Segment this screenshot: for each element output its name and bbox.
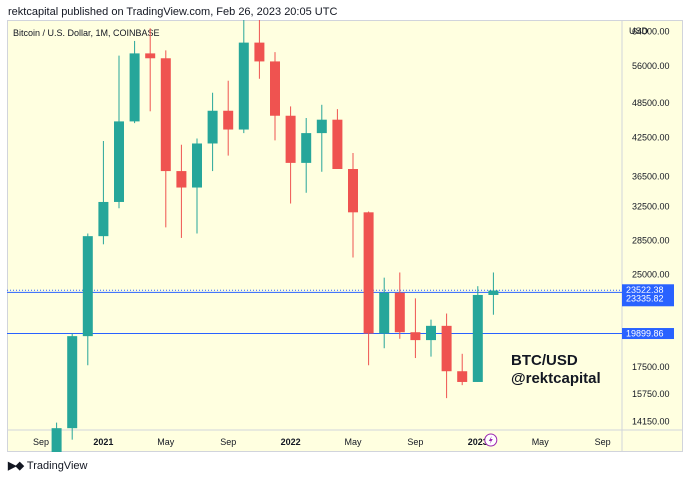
- candle-body[interactable]: [270, 61, 280, 116]
- y-tick-label: 36500.00: [632, 172, 670, 182]
- candle-body[interactable]: [114, 121, 124, 202]
- x-tick-label: 2021: [93, 437, 113, 447]
- annotation-pair: BTC/USD: [511, 352, 578, 369]
- candle-body[interactable]: [488, 290, 499, 295]
- chart-title: Bitcoin / U.S. Dollar, 1M, COINBASE: [13, 28, 160, 38]
- candle-body[interactable]: [363, 212, 374, 334]
- publisher-header: rektcapital published on TradingView.com…: [8, 6, 338, 18]
- tradingview-brand: TradingView: [26, 459, 88, 472]
- candle-body[interactable]: [348, 169, 358, 213]
- candle-body[interactable]: [426, 325, 436, 341]
- price-label-box: [622, 328, 674, 340]
- candle-body[interactable]: [379, 292, 390, 334]
- x-tick-label: May: [157, 437, 175, 447]
- candle-body[interactable]: [223, 110, 234, 130]
- y-tick-label: 28500.00: [632, 236, 670, 246]
- footer: ▶◆ TradingView: [8, 459, 88, 473]
- y-tick-label: 32500.00: [632, 202, 670, 212]
- candle-body[interactable]: [254, 42, 265, 62]
- candle-body[interactable]: [192, 143, 202, 188]
- candle-body[interactable]: [238, 42, 249, 130]
- candle-body[interactable]: [457, 371, 468, 382]
- candle-body[interactable]: [176, 171, 187, 188]
- candle-body[interactable]: [316, 119, 327, 134]
- candle-body[interactable]: [51, 428, 62, 452]
- price-label: 23335.82: [626, 293, 664, 303]
- x-tick-label: May: [532, 437, 550, 447]
- candle-body[interactable]: [160, 58, 171, 172]
- candle-body[interactable]: [394, 292, 405, 333]
- candle-body[interactable]: [472, 294, 483, 382]
- y-tick-label: 17500.00: [632, 362, 670, 372]
- candle-body[interactable]: [82, 236, 93, 337]
- x-tick-label: Sep: [595, 437, 611, 447]
- y-tick-label: 64000.00: [632, 26, 670, 36]
- price-label-box: [622, 292, 674, 304]
- x-tick-label: 2022: [281, 437, 301, 447]
- x-tick-label: Sep: [33, 437, 49, 447]
- lightning-glyph: [488, 436, 493, 444]
- y-tick-label: 15750.00: [632, 389, 670, 399]
- x-tick-label: Sep: [407, 437, 423, 447]
- candle-body[interactable]: [410, 332, 421, 341]
- candle-body[interactable]: [129, 53, 140, 122]
- candle-body[interactable]: [98, 201, 109, 237]
- candle-body[interactable]: [441, 325, 452, 372]
- candle-body[interactable]: [207, 110, 218, 144]
- annotation-author: @rektcapital: [511, 370, 601, 387]
- candle-body[interactable]: [332, 119, 343, 170]
- x-tick-label: May: [344, 437, 362, 447]
- y-tick-label: 25000.00: [632, 270, 670, 280]
- chart-frame: [7, 20, 683, 452]
- candle-body[interactable]: [67, 336, 78, 429]
- y-tick-label: 14150.00: [632, 417, 670, 427]
- price-label: 23522.38: [626, 285, 664, 295]
- price-label: 19899.86: [626, 329, 664, 339]
- currency-label: USD: [629, 26, 649, 36]
- x-tick-label: 2023: [468, 437, 488, 447]
- tradingview-logo-icon: ▶◆: [8, 460, 24, 472]
- x-tick-label: Sep: [220, 437, 236, 447]
- y-tick-label: 56000.00: [632, 61, 670, 71]
- candle-body[interactable]: [145, 53, 156, 59]
- y-tick-label: 48500.00: [632, 98, 670, 108]
- price-chart[interactable]: Bitcoin / U.S. Dollar, 1M, COINBASEUSD72…: [7, 20, 683, 452]
- candle-body[interactable]: [285, 115, 296, 163]
- y-tick-label: 42500.00: [632, 132, 670, 142]
- candle-body[interactable]: [301, 133, 312, 163]
